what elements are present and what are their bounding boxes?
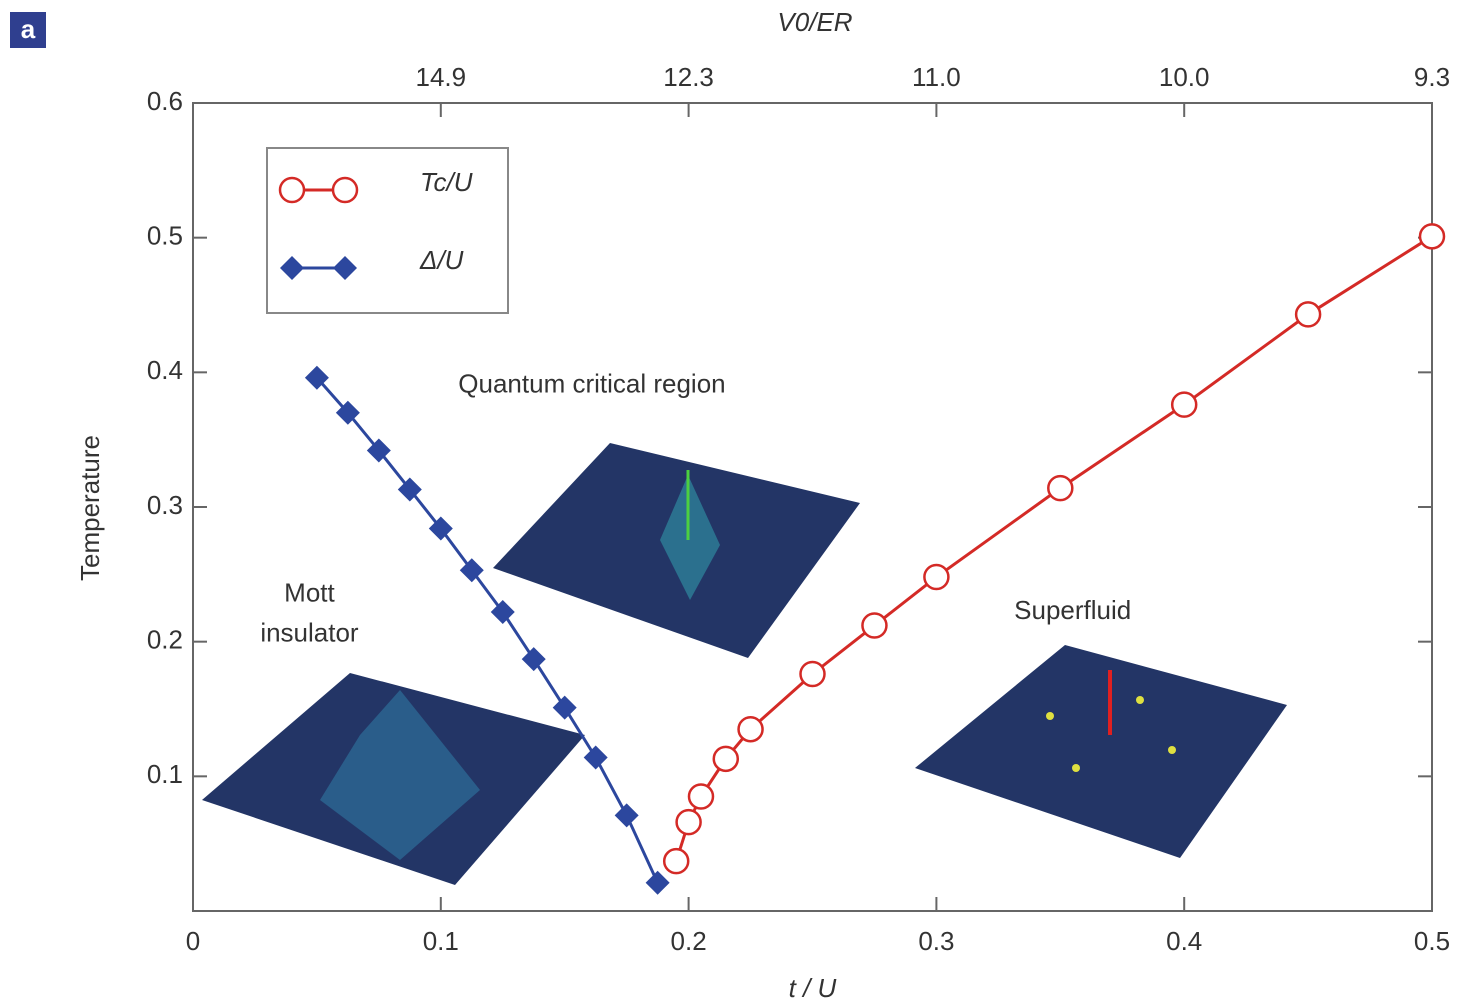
point [924, 565, 948, 589]
x2-tick-label: 12.3 [663, 62, 714, 92]
y-tick-label: 0.4 [147, 355, 183, 385]
x2-tick-label: 10.0 [1159, 62, 1210, 92]
y-tick-label: 0.3 [147, 490, 183, 520]
panel-label: a [21, 14, 36, 44]
legend-marker [333, 178, 357, 202]
y-tick-label: 0.2 [147, 625, 183, 655]
inset-images [202, 443, 1287, 885]
point [664, 849, 688, 873]
x2-tick-label: 9.3 [1414, 62, 1450, 92]
y-tick-label: 0.1 [147, 759, 183, 789]
point [1296, 302, 1320, 326]
annotation: insulator [260, 617, 359, 647]
x2-tick-label: 11.0 [912, 62, 961, 92]
point [646, 871, 670, 895]
legend-label: Δ/U [419, 245, 464, 275]
x2-tick-label: 14.9 [415, 62, 466, 92]
point [1420, 224, 1444, 248]
point [584, 745, 608, 769]
legend-label: Tc/U [420, 167, 473, 197]
point [1048, 476, 1072, 500]
point [689, 785, 713, 809]
y-tick-label: 0.5 [147, 221, 183, 251]
point [553, 696, 577, 720]
x-tick-label: 0.5 [1414, 926, 1450, 956]
point [491, 600, 515, 624]
point [714, 747, 738, 771]
legend-marker [280, 178, 304, 202]
y-axis-label: Temperature [75, 435, 105, 581]
point [615, 803, 639, 827]
point [1172, 393, 1196, 417]
annotation: Quantum critical region [458, 369, 725, 399]
point [801, 662, 825, 686]
x2-axis-label: V0/ER [777, 7, 852, 37]
point [739, 717, 763, 741]
x-tick-label: 0.3 [918, 926, 954, 956]
chart: a 0 0.1 0.2 0.3 0.4 0.5 14.9 12.3 11.0 10.0 9.3 0.1… [0, 0, 1460, 1007]
y-tick-label: 0.6 [147, 86, 183, 116]
point [522, 647, 546, 671]
x-tick-label: 0.4 [1166, 926, 1202, 956]
x-axis-label: t / U [789, 973, 837, 1003]
annotation: Superfluid [1014, 595, 1131, 625]
x-tick-label: 0 [186, 926, 200, 956]
x-tick-label: 0.1 [423, 926, 459, 956]
point [862, 614, 886, 638]
point [460, 558, 484, 582]
annotation: Mott [284, 577, 335, 607]
point [677, 810, 701, 834]
x-tick-label: 0.2 [671, 926, 707, 956]
